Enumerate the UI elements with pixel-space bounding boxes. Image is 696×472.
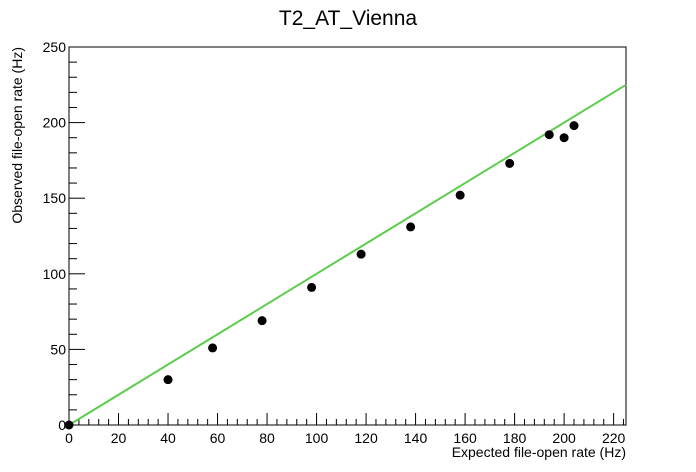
x-tick-label: 100 bbox=[305, 430, 329, 446]
x-tick-label: 60 bbox=[210, 430, 226, 446]
y-tick-label: 150 bbox=[43, 190, 67, 206]
fit-lines bbox=[68, 83, 627, 426]
data-point bbox=[505, 158, 515, 168]
data-point bbox=[406, 222, 416, 232]
y-axis-title: Observed file-open rate (Hz) bbox=[9, 47, 25, 224]
x-tick-label: 160 bbox=[453, 430, 477, 446]
data-point bbox=[559, 133, 569, 143]
x-tick-label: 180 bbox=[503, 430, 527, 446]
x-axis: 0 20 40 60 80 100 120 140 160 180 200 220 bbox=[65, 413, 626, 446]
y-tick-label: 200 bbox=[43, 115, 67, 131]
plot-frame bbox=[68, 46, 627, 426]
y-tick-label: 0 bbox=[58, 417, 66, 433]
x-tick-label: 200 bbox=[552, 430, 576, 446]
y-tick-label: 50 bbox=[50, 341, 66, 357]
x-tick-label: 0 bbox=[65, 430, 73, 446]
x-tick-label: 80 bbox=[259, 430, 275, 446]
data-point bbox=[356, 249, 366, 259]
data-point bbox=[307, 282, 317, 292]
x-tick-label: 140 bbox=[404, 430, 428, 446]
x-tick-label: 120 bbox=[354, 430, 378, 446]
data-point bbox=[257, 316, 267, 326]
data-point bbox=[163, 375, 173, 385]
y-tick-label: 250 bbox=[43, 39, 67, 55]
chart-title: T2_AT_Vienna bbox=[279, 7, 417, 30]
data-point bbox=[208, 343, 218, 353]
data-points bbox=[64, 121, 579, 430]
data-point bbox=[455, 190, 465, 200]
data-point bbox=[544, 130, 554, 140]
x-tick-label: 220 bbox=[602, 430, 626, 446]
y-tick-label: 100 bbox=[43, 266, 67, 282]
y-axis: 0 50 100 150 200 250 bbox=[43, 39, 85, 433]
x-axis-title: Expected file-open rate (Hz) bbox=[452, 444, 626, 460]
x-tick-label: 40 bbox=[160, 430, 176, 446]
data-point bbox=[64, 420, 74, 430]
fit-line bbox=[68, 83, 627, 426]
data-point bbox=[569, 121, 579, 131]
x-tick-label: 20 bbox=[111, 430, 127, 446]
